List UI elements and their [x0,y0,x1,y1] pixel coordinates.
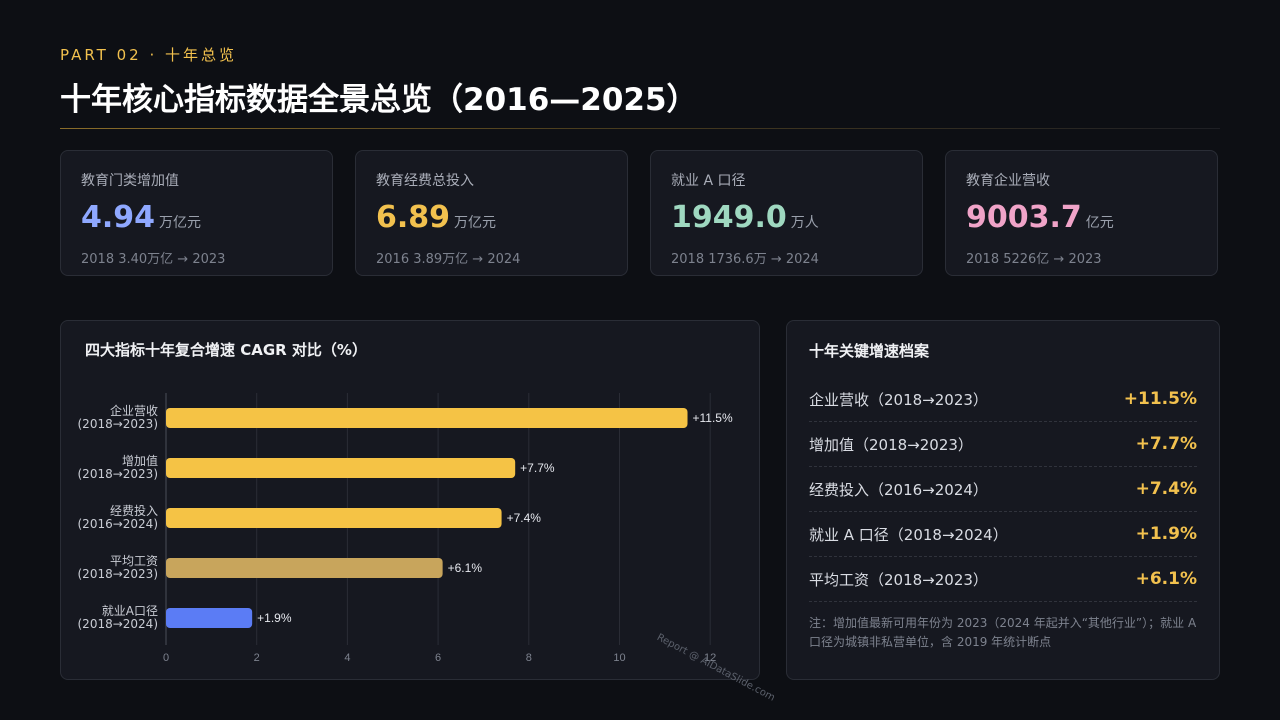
x-tick-label: 10 [613,652,625,664]
kpi-card-revenue: 教育企业营收 9003.7 亿元 2018 5226亿 → 2023 [945,150,1218,276]
x-tick-label: 4 [344,652,350,664]
x-tick-label: 6 [435,652,441,664]
category-label: 企业营收 [110,403,158,418]
kpi-unit: 万亿元 [454,215,497,231]
list-item-label: 平均工资（2018→2023） [809,570,988,589]
list-item: 就业 A 口径（2018→2024） +1.9% [809,512,1197,557]
category-sublabel: (2018→2023) [78,567,159,581]
x-tick-label: 2 [254,652,260,664]
list-item: 企业营收（2018→2023） +11.5% [809,377,1197,422]
kpi-sub: 2018 5226亿 → 2023 [966,252,1102,267]
list-item-value: +7.7% [1135,434,1197,454]
kpi-value: 4.94 [81,200,156,235]
cagr-chart-panel: 0 2 4 6 8 10 12 +11.5% 企业营收 (2018→2023) +7.7% 增加值 (2… [60,320,760,680]
x-tick-label: 0 [163,652,169,664]
category-sublabel: (2018→2024) [78,617,159,631]
eyebrow: PART 02 · 十年总览 [60,46,238,64]
kpi-label: 教育企业营收 [966,173,1050,189]
list-item-value: +7.4% [1135,479,1197,499]
list-item-label: 就业 A 口径（2018→2024） [809,525,1008,544]
kpi-unit: 万亿元 [159,215,202,231]
category-sublabel: (2018→2023) [78,467,159,481]
page-title: 十年核心指标数据全景总览（2016—2025） [60,82,698,118]
cagr-bar-chart: 0 2 4 6 8 10 12+11.5%企业营收(2018→2023)+7.7%增加值(2… [78,393,733,664]
list-item-value: +1.9% [1135,524,1197,544]
kpi-card-value-added: 教育门类增加值 4.94 万亿元 2018 3.40万亿 → 2023 [60,150,333,276]
kpi-sub: 2018 1736.6万 → 2024 [671,252,819,267]
list-item: 经费投入（2016→2024） +7.4% [809,467,1197,512]
bar [166,558,443,578]
data-label: +7.4% [507,511,542,525]
category-label: 就业A口径 [102,604,158,618]
data-label: +7.7% [520,461,555,475]
kpi-card-employment: 就业 A 口径 1949.0 万人 2018 1736.6万 → 2024 [650,150,923,276]
category-label: 平均工资 [110,554,158,568]
list-item: 平均工资（2018→2023） +6.1% [809,557,1197,602]
category-label: 增加值 [122,453,158,468]
kpi-label: 就业 A 口径 [671,173,746,189]
category-sublabel: (2016→2024) [78,517,159,531]
list-item-value: +11.5% [1123,389,1197,409]
category-sublabel: (2018→2023) [78,417,159,431]
kpi-value: 6.89 [376,200,451,235]
data-label: +6.1% [448,561,483,575]
chart-title: 四大指标十年复合增速 CAGR 对比（%） [85,341,367,359]
kpi-unit: 万人 [790,215,819,231]
list-item-label: 经费投入（2016→2024） [809,480,988,499]
kpi-card-funding: 教育经费总投入 6.89 万亿元 2016 3.89万亿 → 2024 [355,150,628,276]
list-item-label: 企业营收（2018→2023） [809,390,988,409]
bar [166,508,502,528]
list-item-value: +6.1% [1135,569,1197,589]
bar [166,608,253,628]
kpi-label: 教育经费总投入 [376,173,474,189]
kpi-sub: 2018 3.40万亿 → 2023 [81,252,226,267]
kpi-value: 1949.0 [671,200,787,235]
x-tick-label: 12 [704,652,716,664]
growth-list-panel: 十年关键增速档案 企业营收（2018→2023） +11.5% 增加值（2018→… [786,320,1220,680]
list-title: 十年关键增速档案 [809,342,930,360]
category-label: 经费投入 [110,503,158,518]
list-item-label: 增加值（2018→2023） [809,435,973,454]
data-label: +11.5% [693,411,733,425]
kpi-label: 教育门类增加值 [81,173,179,189]
list-item: 增加值（2018→2023） +7.7% [809,422,1197,467]
bar [166,408,688,428]
x-tick-label: 8 [526,652,532,664]
kpi-sub: 2016 3.89万亿 → 2024 [376,252,521,267]
data-label: +1.9% [257,611,292,625]
bar [166,458,516,478]
kpi-value: 9003.7 [966,200,1082,235]
title-divider [60,128,1220,129]
kpi-unit: 亿元 [1085,215,1114,231]
footnote: 注：增加值最新可用年份为 2023（2024 年起并入“其他行业”）；就业 A … [809,616,1197,649]
